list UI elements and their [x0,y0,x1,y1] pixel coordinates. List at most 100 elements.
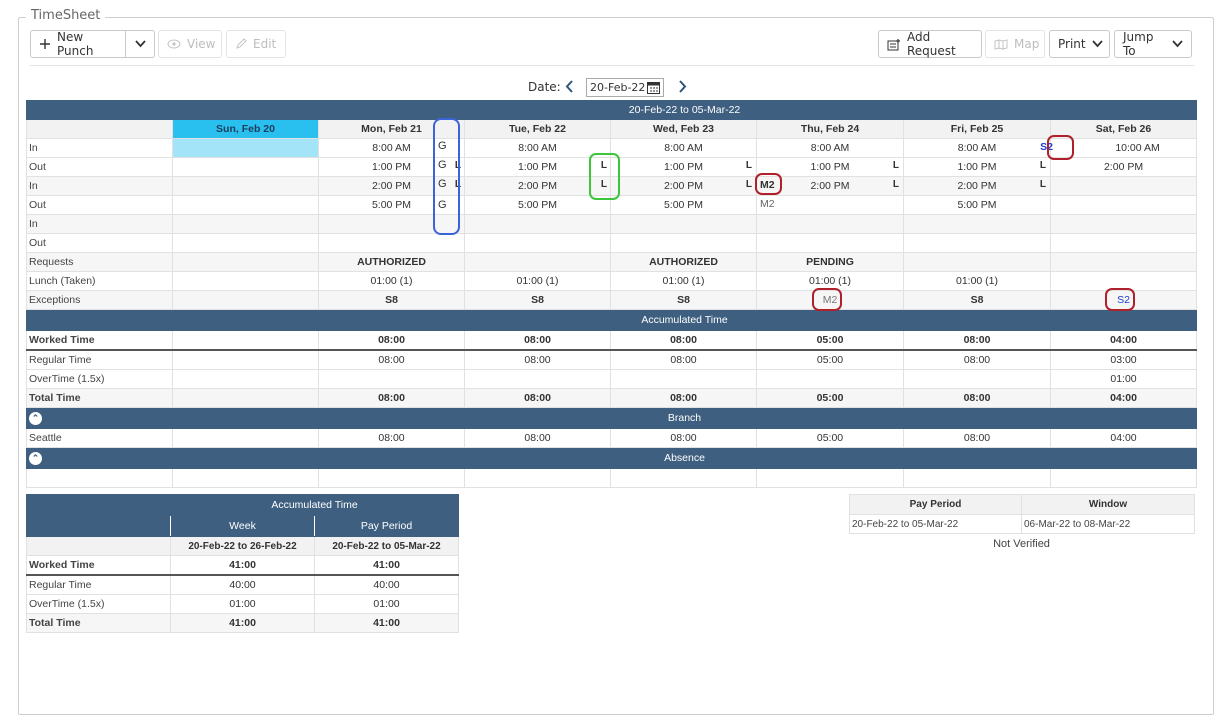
punch-cell[interactable]: 8:00 AM S2 [903,138,1053,158]
exception-cell[interactable]: S8 [610,290,757,310]
next-date-button[interactable] [678,80,687,96]
punch-cell[interactable]: 2:00 PM L [903,176,1051,196]
view-button[interactable]: View [158,30,222,58]
punch-cell[interactable] [756,233,904,253]
row-label: Out [26,195,173,215]
exception-cell[interactable]: S8 [464,290,611,310]
punch-cell[interactable] [172,195,319,215]
request-cell[interactable] [172,252,319,272]
punch-cell[interactable] [464,233,611,253]
punch-cell[interactable]: 5:00 PM G [318,195,465,215]
time-cell [903,369,1051,389]
request-cell[interactable] [1049,252,1198,272]
punch-cell[interactable]: 8:00 AM G [318,138,465,158]
punch-cell[interactable] [610,233,757,253]
day-header-tue[interactable]: Tue, Feb 22 [464,119,611,139]
time-cell: 01:00 [170,594,315,614]
punch-cell[interactable]: 8:00 AM [610,138,757,158]
day-header-sun[interactable]: Sun, Feb 20 [172,119,319,139]
jump-to-button[interactable]: Jump To [1114,30,1192,58]
exception-cell[interactable]: S2 [1049,290,1198,310]
request-cell[interactable]: AUTHORIZED [318,252,465,272]
punch-time: 2:00 PM [1103,161,1144,173]
time-cell: 41:00 [170,613,315,633]
absence-collapse-cell[interactable]: ⌃ [26,447,173,469]
punch-cell[interactable] [610,214,757,234]
punch-cell[interactable] [756,214,904,234]
day-header-thu[interactable]: Thu, Feb 24 [756,119,904,139]
prev-date-button[interactable] [565,80,574,96]
punch-cell[interactable]: 2:00 PM [1049,157,1198,177]
exception-cell[interactable]: S8 [318,290,465,310]
exception-cell[interactable]: S8 [903,290,1051,310]
collapse-up-icon[interactable]: ⌃ [29,411,42,425]
punch-cell[interactable]: 5:00 PM [610,195,757,215]
l-flag: L [600,160,607,171]
edit-button[interactable]: Edit [226,30,286,58]
exceptions-row: Exceptions S8 S8 S8 M2 S8 S2 [26,290,1198,310]
collapse-up-icon[interactable]: ⌃ [29,451,42,465]
punch-cell[interactable]: M2 [756,195,904,215]
punch-cell[interactable]: M2 2:00 PM L [756,176,904,196]
add-request-button[interactable]: Add Request [878,30,982,58]
punch-cell[interactable] [172,157,319,177]
request-cell[interactable]: AUTHORIZED [610,252,757,272]
punch-cell[interactable] [172,214,319,234]
punch-cell[interactable] [1049,176,1198,196]
new-punch-button[interactable]: New Punch [30,30,126,58]
request-cell[interactable] [464,252,611,272]
request-cell[interactable]: PENDING [756,252,904,272]
punch-cell[interactable] [172,176,319,196]
punch-cell[interactable]: 1:00 PM G L [318,157,465,177]
row-label: OverTime (1.5x) [26,369,173,389]
new-punch-dropdown[interactable] [125,30,155,58]
g-flag: G [438,159,447,171]
punch-cell[interactable] [903,214,1051,234]
exception-cell[interactable] [172,290,319,310]
punch-cell[interactable]: 2:00 PM L [464,176,611,196]
summary-blank [26,515,171,537]
worked-time-row: Worked Time 08:00 08:00 08:00 05:00 08:0… [26,330,1198,351]
map-button[interactable]: Map [985,30,1045,58]
time-cell: 40:00 [170,574,315,595]
lunch-cell: 01:00 (1) [610,271,757,291]
date-navigator: Date: 20-Feb-22 [0,78,1222,98]
punch-cell[interactable]: 5:00 PM [903,195,1051,215]
punch-cell[interactable]: 10:00 AM [1049,138,1198,158]
punch-cell[interactable]: 2:00 PM L [610,176,757,196]
punch-cell[interactable]: 1:00 PM L [464,157,611,177]
punch-cell[interactable]: 1:00 PM L [756,157,904,177]
verification-status: Not Verified [993,538,1050,550]
day-header-wed[interactable]: Wed, Feb 23 [610,119,757,139]
punch-time: 2:00 PM [957,180,997,192]
punch-cell[interactable]: 1:00 PM L [610,157,757,177]
day-header-mon[interactable]: Mon, Feb 21 [318,119,465,139]
request-cell[interactable] [903,252,1051,272]
punch-cell[interactable] [1049,233,1198,253]
absence-cell [610,468,757,488]
date-input[interactable]: 20-Feb-22 [586,78,664,97]
print-button[interactable]: Print [1049,30,1110,58]
punch-cell[interactable] [318,233,465,253]
time-cell: 08:00 [318,428,465,448]
time-cell: 08:00 [610,349,757,370]
calendar-icon[interactable] [647,81,660,94]
punch-cell[interactable]: 2:00 PM G L [318,176,465,196]
branch-collapse-cell[interactable]: ⌃ [26,407,173,429]
punch-cell[interactable]: 1:00 PM L [903,157,1051,177]
punch-cell[interactable]: 8:00 AM [756,138,904,158]
punch-time: 5:00 PM [371,199,412,211]
punch-cell[interactable] [318,214,465,234]
punch-cell[interactable] [1049,214,1198,234]
plus-icon [39,38,51,50]
punch-cell[interactable] [903,233,1051,253]
punch-cell[interactable]: 5:00 PM [464,195,611,215]
punch-cell[interactable] [1049,195,1198,215]
day-header-fri[interactable]: Fri, Feb 25 [903,119,1051,139]
punch-cell[interactable] [172,233,319,253]
exception-cell[interactable]: M2 [756,290,904,310]
day-header-sat[interactable]: Sat, Feb 26 [1049,119,1198,139]
punch-cell[interactable]: 8:00 AM [464,138,611,158]
punch-cell[interactable] [172,138,319,158]
punch-cell[interactable] [464,214,611,234]
